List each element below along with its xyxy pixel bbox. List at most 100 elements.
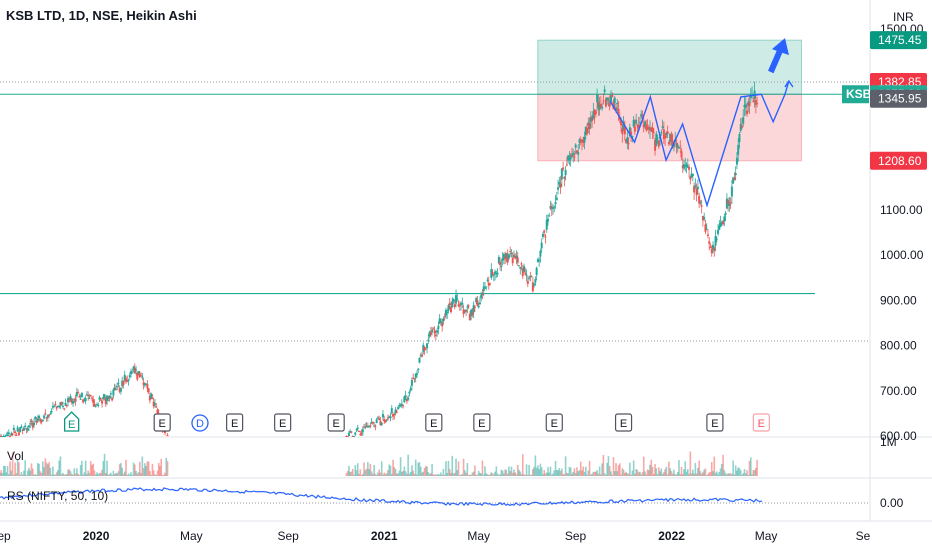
volume-bar	[670, 471, 673, 476]
volume-bar	[14, 462, 16, 476]
price-tag	[870, 31, 927, 50]
price-tag	[870, 151, 927, 170]
candle-body	[14, 431, 17, 434]
volume-bar	[28, 467, 30, 476]
volume-bar	[375, 474, 378, 476]
volume-bar	[353, 474, 355, 476]
candle-body	[414, 373, 417, 378]
candle-body	[476, 300, 479, 306]
volume-bar	[393, 467, 396, 476]
earnings-badge	[614, 413, 633, 432]
volume-bar	[484, 466, 486, 476]
volume-bar	[162, 474, 165, 476]
candle-body	[491, 272, 494, 276]
candle-body	[49, 413, 52, 415]
candle-body	[467, 305, 470, 307]
earnings-marker[interactable]: E	[425, 413, 443, 432]
volume-bar	[714, 472, 717, 476]
candle-body	[5, 434, 8, 436]
earnings-badge	[545, 413, 563, 432]
candle-body	[113, 387, 116, 391]
volume-bar	[694, 462, 697, 476]
candle-body	[685, 164, 688, 167]
candle-body	[395, 411, 398, 413]
candle-body	[558, 182, 561, 185]
earnings-marker[interactable]: E	[153, 413, 171, 432]
volume-bar	[348, 465, 350, 476]
volume-bar	[684, 461, 687, 476]
candle-body	[602, 100, 605, 102]
candle-body	[392, 414, 395, 417]
volume-bar	[632, 460, 635, 476]
candle-body	[701, 215, 704, 221]
volume-bar	[419, 466, 422, 476]
candle-body	[439, 321, 442, 323]
volume-bar	[378, 469, 380, 476]
volume-bar	[596, 470, 598, 476]
volume-bar	[404, 471, 407, 476]
earnings-marker[interactable]: E	[752, 413, 770, 432]
earnings-badge	[226, 413, 244, 432]
earnings-marker[interactable]: E	[226, 413, 244, 432]
dividend-marker[interactable]: D	[191, 414, 209, 432]
volume-bar	[397, 473, 399, 476]
volume-bar	[409, 471, 412, 476]
candle-body	[379, 421, 382, 426]
candle-body	[569, 155, 572, 160]
volume-bar	[422, 471, 425, 476]
volume-bar	[416, 474, 418, 476]
candle-body	[427, 339, 430, 342]
earnings-marker[interactable]: E	[274, 413, 292, 432]
earnings-marker[interactable]: E	[473, 413, 491, 432]
candle-body	[79, 398, 82, 400]
earnings-marker[interactable]: E	[327, 413, 345, 432]
candle-body	[727, 199, 730, 205]
chart-title: KSB LTD, 1D, NSE, Heikin Ashi	[6, 8, 197, 23]
candle-body	[56, 405, 59, 408]
candle-body	[748, 102, 751, 107]
volume-bar	[57, 470, 59, 476]
volume-bar	[359, 469, 362, 476]
volume-bar	[43, 467, 45, 476]
volume-bar	[613, 471, 616, 476]
volume-bar	[612, 457, 615, 476]
candle-body	[616, 103, 619, 105]
volume-bar	[574, 473, 577, 476]
earnings-marker[interactable]: E	[706, 413, 724, 432]
candle-body	[75, 391, 78, 397]
time-tick-label: 2022	[658, 529, 685, 543]
earnings-marker[interactable]: E	[545, 413, 563, 432]
volume-bar	[749, 457, 752, 476]
candle-body	[448, 303, 451, 306]
volume-bar	[461, 474, 464, 476]
candle-body	[496, 272, 499, 275]
candle-body	[50, 410, 53, 413]
volume-bar	[652, 474, 655, 476]
volume-pane-label: Vol	[7, 449, 24, 463]
volume-bar	[107, 474, 110, 476]
earnings-marker[interactable]: E	[614, 413, 633, 432]
candle-body	[101, 400, 104, 404]
volume-bar	[688, 473, 690, 476]
volume-bar	[490, 472, 493, 476]
candle-body	[733, 177, 736, 181]
candle-body	[670, 134, 673, 142]
volume-bar	[698, 460, 700, 476]
candle-body	[33, 422, 36, 426]
volume-bar	[346, 471, 349, 476]
candle-body	[675, 143, 678, 148]
candle-body	[363, 426, 366, 428]
volume-bar	[659, 471, 661, 476]
volume-bar	[562, 474, 564, 476]
volume-bar	[457, 461, 460, 476]
candle-body	[742, 117, 745, 124]
volume-bar	[465, 472, 467, 476]
candle-body	[375, 419, 378, 424]
volume-bar	[715, 471, 718, 476]
volume-bar	[655, 468, 658, 476]
volume-bar	[618, 463, 621, 476]
volume-bar	[739, 470, 742, 476]
volume-bar	[640, 474, 643, 476]
earnings-marker[interactable]: E	[63, 411, 80, 432]
